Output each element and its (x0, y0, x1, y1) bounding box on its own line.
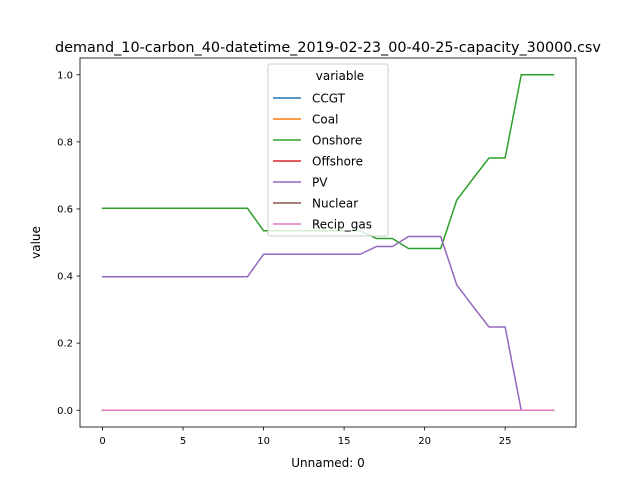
y-tick-label: 0.8 (57, 137, 73, 148)
y-tick-label: 0.4 (57, 272, 73, 283)
legend-label: Nuclear (312, 196, 358, 210)
legend-title: variable (316, 69, 364, 83)
y-axis-label: value (29, 226, 43, 259)
y-tick-label: 0.0 (57, 406, 73, 417)
x-tick-label: 20 (418, 436, 431, 447)
y-tick-label: 1.0 (57, 70, 73, 81)
y-tick-label: 0.6 (57, 205, 73, 216)
chart-title: demand_10-carbon_40-datetime_2019-02-23_… (55, 40, 601, 56)
x-tick-label: 5 (180, 436, 186, 447)
x-tick-label: 10 (257, 436, 270, 447)
legend-entries: CCGT Coal Onshore Offshore PV Nuclear Recip_ga… (273, 91, 372, 231)
legend: variable CCGT Coal Onshore Offshore PV Nuclea… (267, 63, 389, 237)
legend-label: PV (312, 175, 328, 189)
x-axis-ticks: 0 5 10 15 20 25 (99, 427, 512, 447)
plot-frame (79, 57, 577, 428)
series-line-pv (101, 235, 555, 411)
x-axis-label: Unnamed: 0 (291, 456, 365, 470)
x-tick-label: 25 (499, 436, 512, 447)
x-tick-label: 0 (99, 436, 105, 447)
legend-label: Offshore (312, 154, 363, 168)
legend-box (267, 63, 389, 237)
y-axis-ticks: 0.0 0.2 0.4 0.6 0.8 1.0 (57, 70, 80, 417)
legend-label: Coal (312, 112, 338, 126)
legend-label: CCGT (312, 91, 346, 105)
x-tick-label: 15 (338, 436, 351, 447)
y-tick-label: 0.2 (57, 339, 73, 350)
legend-label: Recip_gas (312, 217, 372, 231)
legend-label: Onshore (312, 133, 362, 147)
